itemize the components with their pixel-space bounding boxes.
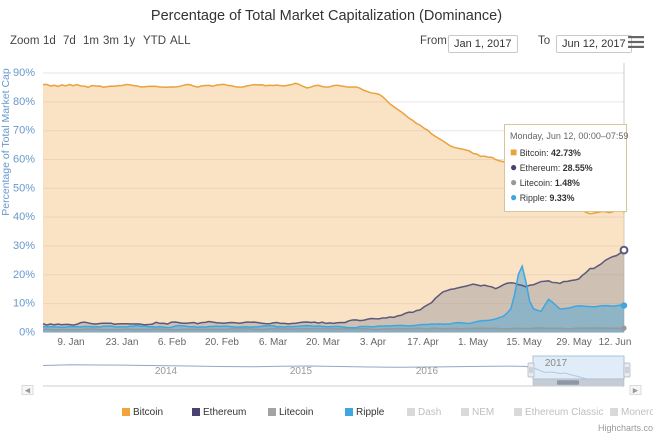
svg-text:2017: 2017 (545, 358, 568, 369)
svg-text:0%: 0% (19, 326, 35, 338)
svg-text:20%: 20% (13, 269, 35, 281)
svg-text:10%: 10% (13, 298, 35, 310)
svg-text:60%: 60% (13, 154, 35, 166)
svg-text:2014: 2014 (155, 366, 178, 377)
svg-text:◀: ◀ (25, 387, 31, 394)
svg-text:2015: 2015 (290, 366, 313, 377)
svg-text:40%: 40% (13, 211, 35, 223)
svg-text:50%: 50% (13, 182, 35, 194)
svg-text:80%: 80% (13, 96, 35, 108)
svg-text:70%: 70% (13, 125, 35, 137)
svg-text:▶: ▶ (633, 387, 639, 394)
svg-text:30%: 30% (13, 240, 35, 252)
svg-text:2016: 2016 (416, 366, 439, 377)
svg-text:90%: 90% (13, 67, 35, 79)
